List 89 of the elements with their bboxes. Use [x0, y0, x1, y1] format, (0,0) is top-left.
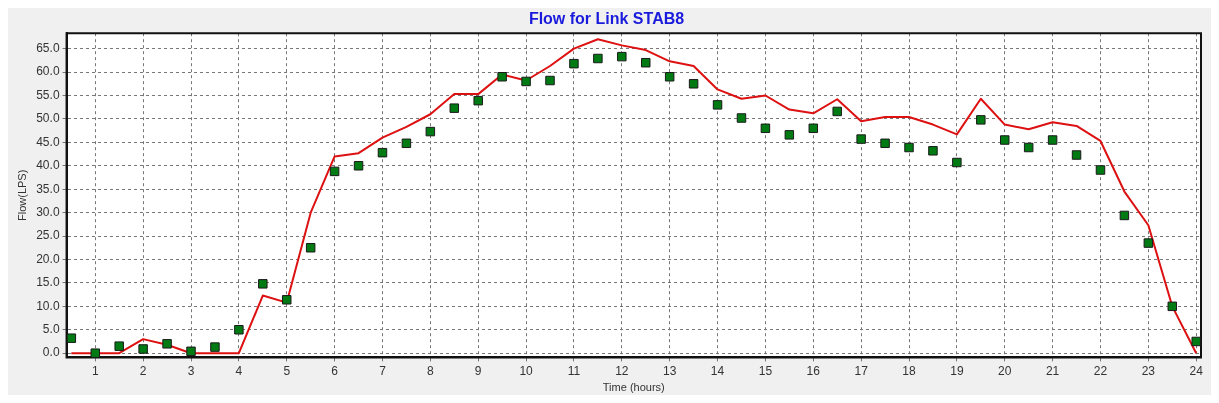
point [1167, 301, 1178, 312]
point [234, 325, 244, 335]
x-tick-label: 12 [615, 363, 629, 378]
y-tick-label: 5.0 [42, 322, 60, 337]
x-tick-label: 9 [474, 363, 482, 378]
point [928, 146, 938, 156]
point [521, 76, 531, 87]
point [377, 147, 388, 158]
x-tick-label: 13 [663, 363, 677, 378]
point [952, 157, 962, 168]
point [401, 138, 412, 149]
y-tick-label: 60.0 [36, 64, 60, 79]
x-tick-label: 4 [235, 363, 243, 378]
point [1191, 336, 1201, 347]
point [1000, 135, 1010, 145]
x-tick-label: 11 [567, 363, 581, 378]
point [258, 279, 268, 289]
point [1143, 238, 1154, 248]
x-tick-label: 16 [806, 363, 821, 378]
point [760, 123, 771, 134]
point [712, 100, 723, 110]
point [664, 72, 675, 82]
x-tick-label: 15 [758, 363, 773, 378]
point [569, 58, 579, 69]
x-tick-label: 6 [331, 363, 339, 378]
x-tick-label: 19 [950, 363, 964, 378]
point [784, 130, 795, 140]
point [425, 126, 436, 137]
y-tick-label: 55.0 [36, 87, 60, 102]
point [305, 243, 316, 253]
point [880, 138, 890, 149]
point [1071, 150, 1082, 160]
x-axis-title: Time (hours) [602, 381, 665, 394]
point [282, 295, 292, 305]
point [210, 342, 220, 352]
x-tick-label: 3 [187, 363, 195, 378]
point [1023, 142, 1034, 153]
x-tick-label: 5 [283, 363, 291, 378]
point [162, 339, 172, 349]
y-tick-label: 50.0 [36, 111, 60, 126]
y-tick-label: 40.0 [36, 158, 60, 173]
point [976, 115, 986, 125]
chart-title: Flow for Link STAB8 [528, 10, 685, 28]
point [66, 333, 77, 343]
point [856, 134, 866, 144]
x-tick-label: 21 [1045, 363, 1060, 378]
x-tick-label: 23 [1141, 363, 1156, 378]
point [1095, 165, 1106, 175]
x-tick-label: 22 [1093, 363, 1108, 378]
point [545, 75, 555, 86]
point [641, 57, 651, 68]
x-tick-label: 18 [902, 363, 917, 378]
point [114, 341, 124, 351]
x-tick-label: 24 [1189, 363, 1204, 378]
point [1047, 135, 1058, 145]
x-tick-label: 14 [710, 363, 725, 378]
point [593, 53, 603, 64]
point [353, 161, 364, 171]
y-tick-label: 10.0 [36, 298, 60, 313]
y-tick-label: 20.0 [36, 251, 60, 266]
y-tick-label: 30.0 [36, 204, 60, 219]
x-tick-label: 10 [519, 363, 534, 378]
point [497, 72, 507, 82]
point [904, 142, 914, 153]
y-tick-label: 15.0 [36, 275, 60, 290]
y-axis-title: Flow(LPS) [15, 169, 28, 221]
y-tick-label: 25.0 [36, 228, 60, 243]
x-tick-label: 20 [998, 363, 1012, 378]
y-tick-label: 65.0 [36, 40, 60, 55]
point [90, 348, 101, 358]
x-tick-label: 2 [139, 363, 147, 378]
y-tick-label: 45.0 [36, 134, 60, 149]
point [473, 95, 483, 106]
x-tick-label: 7 [379, 363, 387, 378]
point [688, 79, 699, 89]
y-tick-label: 0.0 [42, 345, 60, 360]
point [736, 113, 747, 123]
x-tick-label: 17 [854, 363, 869, 378]
x-tick-label: 8 [427, 363, 434, 378]
point [449, 103, 460, 113]
point [186, 346, 196, 357]
point [617, 51, 627, 62]
y-tick-label: 35.0 [36, 181, 60, 196]
point [138, 344, 148, 354]
x-tick-label: 1 [91, 363, 99, 378]
point [832, 106, 842, 117]
point [1119, 210, 1130, 221]
point [329, 166, 340, 177]
point [808, 123, 819, 134]
